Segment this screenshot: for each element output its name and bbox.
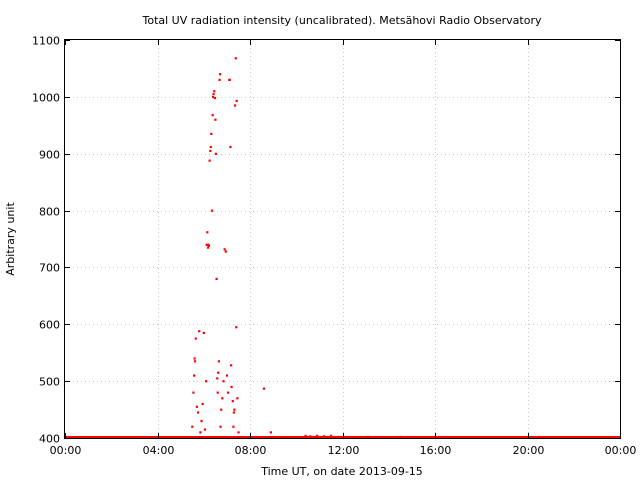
y-tick-label: 700: [39, 262, 60, 275]
data-point: [215, 277, 218, 280]
data-point: [234, 57, 237, 60]
data-point: [217, 360, 220, 363]
data-point: [212, 93, 215, 96]
data-point: [216, 377, 219, 380]
data-point: [225, 374, 229, 377]
data-point: [233, 408, 236, 411]
y-axis-ticks: 400 500 600 700 800 900 1000 1100: [32, 35, 620, 446]
data-point: [309, 435, 312, 438]
data-point: [219, 425, 222, 428]
data-point: [195, 405, 199, 408]
data-point: [196, 411, 200, 414]
data-point: [201, 402, 204, 406]
data-point: [191, 425, 194, 428]
data-point: [231, 400, 234, 403]
data-point: [227, 391, 230, 394]
data-point: [208, 159, 211, 162]
data-point: [193, 357, 196, 360]
data-point: [214, 118, 217, 121]
data-point: [269, 431, 273, 434]
data-point: [213, 96, 217, 100]
data-point: [207, 244, 211, 248]
data-point: [235, 99, 238, 103]
data-point: [216, 391, 219, 394]
baseline-points: [65, 436, 620, 439]
baseline-band: [65, 436, 620, 439]
data-point: [232, 411, 236, 414]
data-point: [236, 397, 239, 400]
data-point: [203, 428, 207, 431]
data-point: [230, 364, 233, 367]
x-tick-label: 00:00: [605, 444, 637, 457]
x-axis-label: Time UT, on date 2013-09-15: [260, 465, 423, 478]
x-tick-label: 00:00: [50, 444, 82, 457]
data-point: [205, 380, 208, 383]
data-point: [194, 337, 197, 340]
y-tick-label: 900: [39, 149, 60, 162]
x-tick-label: 20:00: [513, 444, 545, 457]
data-point: [214, 152, 217, 155]
data-point: [221, 397, 224, 400]
data-point: [218, 73, 222, 76]
data-point: [233, 104, 237, 107]
y-tick-label: 500: [39, 376, 60, 389]
data-point: [538, 435, 541, 439]
data-point: [222, 380, 225, 383]
y-tick-label: 1000: [32, 92, 60, 105]
data-point: [366, 435, 370, 439]
data-point: [329, 434, 333, 437]
data-point: [193, 360, 197, 363]
data-point: [200, 419, 203, 423]
data-point: [212, 95, 215, 99]
data-point: [209, 145, 212, 149]
x-tick-label: 04:00: [143, 444, 175, 457]
data-point: [232, 425, 235, 428]
data-point: [198, 330, 201, 333]
data-point: [206, 246, 210, 249]
data-point: [205, 243, 208, 246]
data-point: [235, 326, 238, 329]
data-point: [223, 248, 226, 251]
data-point: [193, 374, 196, 377]
data-point: [304, 434, 307, 437]
data-point: [237, 431, 240, 434]
data-point: [211, 114, 214, 117]
x-tick-label: 08:00: [235, 444, 267, 457]
y-axis-label: Arbitrary unit: [4, 202, 17, 276]
plot-frame: [64, 39, 621, 439]
data-point: [399, 435, 402, 439]
data-point: [202, 331, 205, 335]
data-point: [336, 435, 340, 439]
x-tick-label: 12:00: [328, 444, 360, 457]
x-axis-ticks: 00:00 04:00 08:00 12:00 16:00 20:00 00:00: [50, 40, 637, 457]
data-point: [229, 145, 232, 149]
data-point: [228, 78, 231, 81]
data-point: [218, 78, 221, 81]
chart-title: Total UV radiation intensity (uncalibrat…: [142, 14, 542, 27]
data-point: [209, 149, 212, 153]
y-tick-label: 600: [39, 319, 60, 332]
y-tick-label: 800: [39, 206, 60, 219]
data-points: [191, 57, 541, 439]
data-point: [316, 434, 319, 437]
data-point: [217, 371, 220, 374]
data-point: [220, 408, 223, 411]
data-point: [210, 209, 214, 212]
y-tick-label: 1100: [32, 35, 60, 48]
grid-lines: [65, 40, 620, 438]
data-point: [230, 385, 233, 389]
data-point: [206, 231, 209, 234]
data-point: [199, 431, 202, 434]
data-point: [192, 391, 195, 394]
y-tick-label: 400: [39, 433, 60, 446]
x-tick-label: 16:00: [420, 444, 452, 457]
data-point: [213, 90, 216, 93]
data-point: [224, 250, 227, 253]
data-point: [323, 435, 326, 438]
data-point: [210, 132, 213, 136]
data-point: [262, 387, 266, 390]
data-point: [207, 243, 210, 246]
